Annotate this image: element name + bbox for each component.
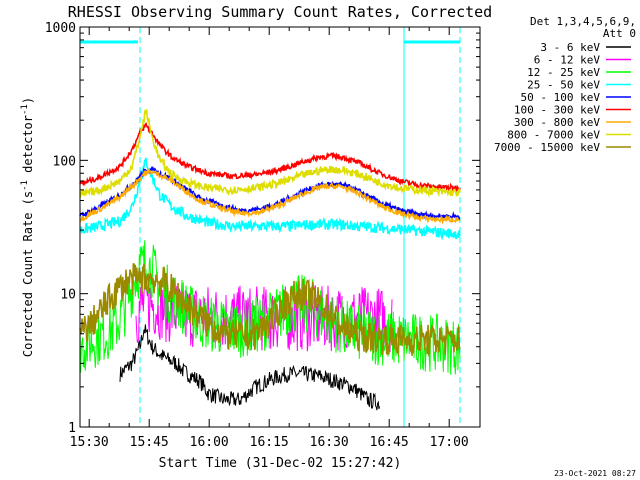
series-line-800-7000-keV xyxy=(79,109,461,198)
plot-frame xyxy=(79,26,481,428)
x-tick-label-0: 15:30 xyxy=(70,435,109,450)
y-tick-label-3: 1000 xyxy=(45,21,76,36)
legend-label-7: 800 - 7000 keV xyxy=(507,129,600,142)
x-tick-label-2: 16:00 xyxy=(190,435,229,450)
legend-header-line-1: Det 1,3,4,5,6,9, xyxy=(530,15,636,28)
series-line-25-50-keV xyxy=(79,157,461,241)
y-tick-label-2: 100 xyxy=(53,154,76,169)
x-axis-label: Start Time (31-Dec-02 15:27:42) xyxy=(159,456,402,471)
x-tick-label-6: 17:00 xyxy=(430,435,469,450)
legend-label-6: 300 - 800 keV xyxy=(514,116,600,129)
series-line-100-300-keV xyxy=(79,122,461,193)
legend-label-2: 12 - 25 keV xyxy=(527,66,600,79)
y-tick-label-1: 10 xyxy=(60,288,76,303)
series-line-3-6-keV xyxy=(119,324,381,411)
legend-label-4: 50 - 100 keV xyxy=(521,91,601,104)
series-line-7000-15000-keV xyxy=(79,263,461,357)
x-tick-label-4: 16:30 xyxy=(310,435,349,450)
legend-label-3: 25 - 50 keV xyxy=(527,79,600,92)
legend-label-8: 7000 - 15000 keV xyxy=(494,141,600,154)
y-axis: 1 10 100 1000 xyxy=(45,21,480,436)
y-tick-label-0: 1 xyxy=(68,421,76,436)
series-line-12-25-keV xyxy=(79,240,461,375)
legend-label-1: 6 - 12 keV xyxy=(534,54,601,67)
x-tick-label-3: 16:15 xyxy=(250,435,289,450)
legend-label-5: 100 - 300 keV xyxy=(514,104,600,117)
x-axis: 15:30 15:45 16:00 16:15 16:30 16:45 17:00 xyxy=(70,27,469,450)
chart-title: RHESSI Observing Summary Count Rates, Co… xyxy=(68,3,492,21)
footer-date: 23-Oct-2021 08:27 xyxy=(554,469,636,478)
plot-content xyxy=(79,27,461,427)
legend-header-line-2: Att 0 xyxy=(603,27,636,40)
series-line-300-800-keV xyxy=(79,168,461,225)
x-tick-label-1: 15:45 xyxy=(130,435,169,450)
legend-label-0: 3 - 6 keV xyxy=(540,41,600,54)
x-tick-label-5: 16:45 xyxy=(370,435,409,450)
y-axis-label: Corrected Count Rate (s-1 detector-1) xyxy=(20,97,35,357)
